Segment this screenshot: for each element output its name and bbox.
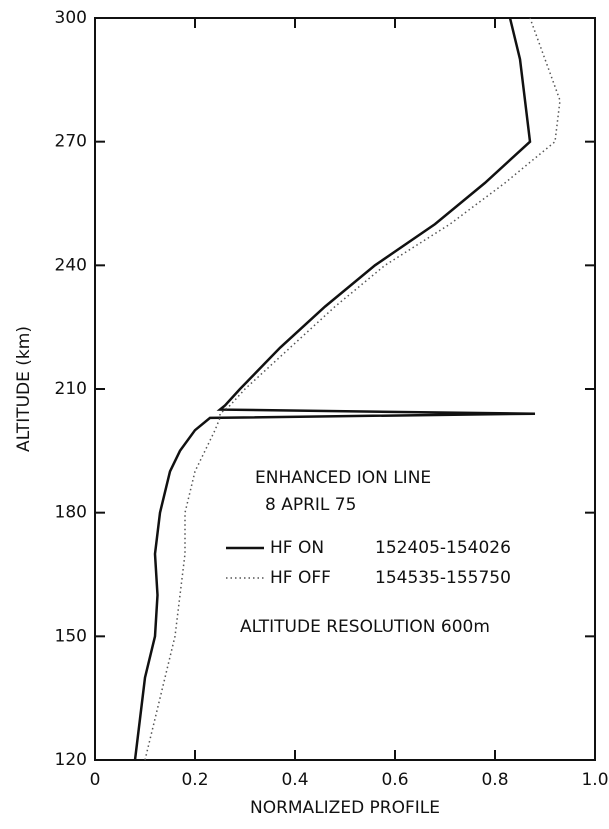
y-tick-label: 120 xyxy=(55,750,87,770)
series-line xyxy=(133,17,536,761)
y-tick-label: 210 xyxy=(55,379,87,399)
x-tick-label: 0.8 xyxy=(481,770,508,790)
y-axis-label: ALTITUDE (km) xyxy=(14,326,34,452)
y-tick-label: 180 xyxy=(55,503,87,523)
annotation: ALTITUDE RESOLUTION 600m xyxy=(240,617,490,637)
y-tick-label: 150 xyxy=(55,626,87,646)
legend-label: HF ON xyxy=(270,538,324,558)
legend-time: 154535-155750 xyxy=(375,568,511,588)
annotation: ENHANCED ION LINE xyxy=(255,468,431,488)
x-tick-label: 0.2 xyxy=(181,770,208,790)
x-tick-label: 0 xyxy=(90,770,101,790)
x-axis-label: NORMALIZED PROFILE xyxy=(250,798,440,818)
legend-time: 152405-154026 xyxy=(375,538,511,558)
annotation: 8 APRIL 75 xyxy=(265,495,356,515)
x-tick-label: 0.6 xyxy=(381,770,408,790)
plot-frame xyxy=(94,17,596,761)
x-tick-label: 0.4 xyxy=(281,770,308,790)
x-tick-label: 1.0 xyxy=(581,770,608,790)
legend-label: HF OFF xyxy=(270,568,331,588)
series-line xyxy=(144,17,561,761)
y-tick-label: 240 xyxy=(55,255,87,275)
y-tick-label: 270 xyxy=(55,132,87,152)
y-tick-label: 300 xyxy=(55,8,87,28)
